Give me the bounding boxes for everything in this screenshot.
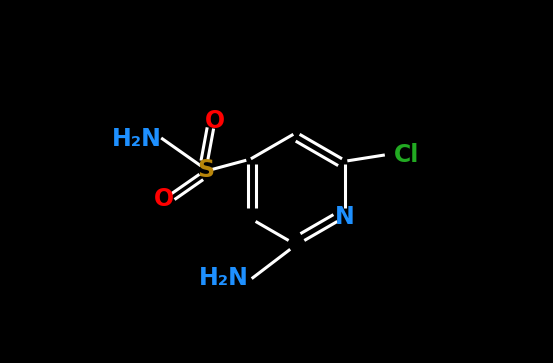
Text: O: O xyxy=(154,187,174,211)
Text: H₂N: H₂N xyxy=(199,266,248,290)
Text: N: N xyxy=(335,205,355,229)
Text: Cl: Cl xyxy=(394,143,420,167)
Text: S: S xyxy=(197,158,215,182)
Text: H₂N: H₂N xyxy=(112,127,161,151)
Text: O: O xyxy=(205,109,225,133)
